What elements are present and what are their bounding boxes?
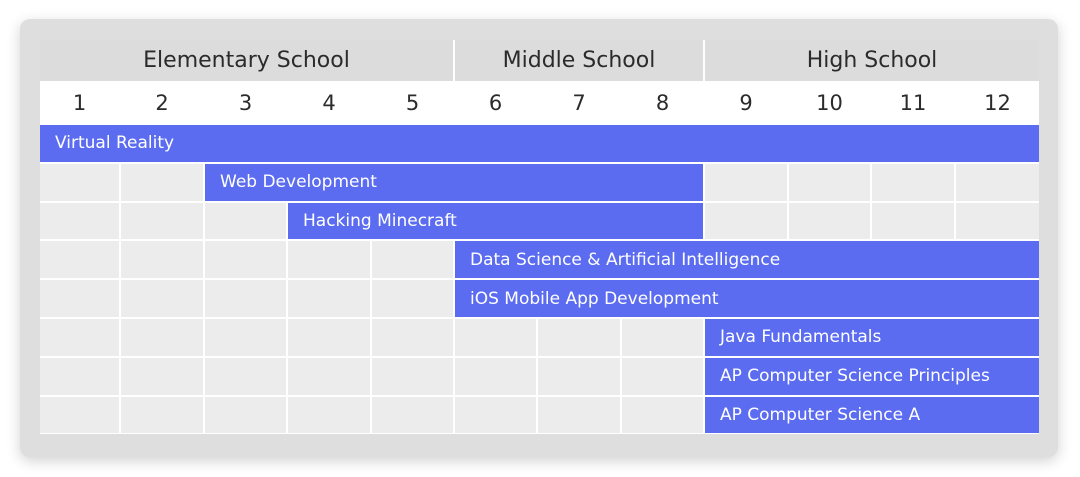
empty-cell (121, 241, 203, 279)
course-bar: Data Science & Artificial Intelligence (455, 241, 1039, 279)
grade-header: 9 (705, 83, 787, 123)
empty-cell (121, 319, 203, 356)
empty-cell (205, 280, 286, 317)
empty-cell (455, 396, 536, 434)
grade-header: 12 (956, 83, 1039, 123)
empty-cell (121, 396, 203, 434)
empty-cell (372, 280, 453, 317)
empty-cell (956, 163, 1039, 201)
course-bar: Java Fundamentals (705, 319, 1039, 356)
empty-cell (455, 357, 536, 395)
course-bar: AP Computer Science A (705, 396, 1039, 434)
empty-cell (288, 319, 370, 356)
empty-cell (872, 163, 954, 201)
empty-cell (121, 202, 203, 240)
empty-cell (622, 319, 703, 356)
grade-header: 8 (622, 83, 703, 123)
empty-cell (40, 396, 119, 434)
empty-cell (288, 357, 370, 395)
empty-cell (205, 202, 286, 240)
empty-cell (538, 357, 620, 395)
grade-header: 6 (455, 83, 536, 123)
empty-cell (121, 357, 203, 395)
course-bar: Hacking Minecraft (288, 202, 703, 240)
empty-cell (372, 396, 453, 434)
grade-header: 10 (789, 83, 870, 123)
empty-cell (121, 163, 203, 201)
grade-header: 5 (372, 83, 453, 123)
grade-header: 11 (872, 83, 954, 123)
empty-cell (40, 319, 119, 356)
empty-cell (705, 163, 787, 201)
empty-cell (40, 202, 119, 240)
empty-cell (872, 202, 954, 240)
empty-cell (205, 396, 286, 434)
empty-cell (455, 319, 536, 356)
grade-header: 3 (205, 83, 286, 123)
empty-cell (40, 163, 119, 201)
empty-cell (956, 202, 1039, 240)
empty-cell (789, 163, 870, 201)
empty-cell (205, 319, 286, 356)
empty-cell (622, 396, 703, 434)
course-bar: AP Computer Science Principles (705, 357, 1039, 395)
stage-header: Elementary School (40, 40, 453, 81)
stage-header: Middle School (455, 40, 703, 81)
empty-cell (288, 241, 370, 279)
empty-cell (705, 202, 787, 240)
empty-cell (372, 241, 453, 279)
grade-header: 1 (40, 83, 119, 123)
empty-cell (40, 357, 119, 395)
empty-cell (372, 357, 453, 395)
empty-cell (538, 319, 620, 356)
course-bar: Virtual Reality (40, 125, 1039, 162)
empty-cell (789, 202, 870, 240)
empty-cell (538, 396, 620, 434)
empty-cell (40, 241, 119, 279)
empty-cell (205, 357, 286, 395)
empty-cell (288, 396, 370, 434)
empty-cell (121, 280, 203, 317)
grade-header: 7 (538, 83, 620, 123)
empty-cell (40, 280, 119, 317)
empty-cell (622, 357, 703, 395)
stage-header: High School (705, 40, 1039, 81)
course-bar: iOS Mobile App Development (455, 280, 1039, 317)
empty-cell (205, 241, 286, 279)
course-grade-table: Elementary School Middle School High Schoo… (40, 40, 1039, 434)
empty-cell (288, 280, 370, 317)
empty-cell (372, 319, 453, 356)
grade-header: 4 (288, 83, 370, 123)
grade-header: 2 (121, 83, 203, 123)
course-bar: Web Development (205, 163, 703, 201)
